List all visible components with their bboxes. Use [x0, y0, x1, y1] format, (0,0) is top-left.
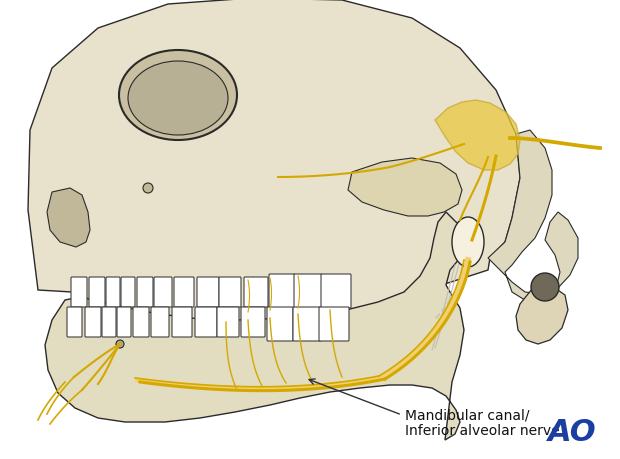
FancyBboxPatch shape — [71, 277, 87, 307]
Polygon shape — [516, 282, 568, 344]
FancyBboxPatch shape — [172, 307, 192, 337]
FancyBboxPatch shape — [133, 307, 149, 337]
FancyBboxPatch shape — [195, 307, 217, 337]
FancyBboxPatch shape — [269, 274, 295, 308]
Ellipse shape — [128, 61, 228, 135]
FancyBboxPatch shape — [219, 277, 241, 307]
FancyBboxPatch shape — [294, 274, 322, 308]
Polygon shape — [47, 188, 90, 247]
FancyBboxPatch shape — [154, 277, 172, 307]
FancyBboxPatch shape — [117, 307, 131, 337]
Ellipse shape — [452, 217, 484, 267]
Polygon shape — [488, 130, 578, 302]
FancyBboxPatch shape — [293, 307, 321, 341]
FancyBboxPatch shape — [197, 277, 219, 307]
Polygon shape — [28, 0, 520, 335]
FancyBboxPatch shape — [217, 307, 239, 337]
FancyBboxPatch shape — [102, 307, 116, 337]
Circle shape — [116, 340, 124, 348]
Text: AO: AO — [547, 418, 596, 447]
FancyBboxPatch shape — [244, 277, 268, 307]
FancyBboxPatch shape — [321, 274, 351, 308]
FancyBboxPatch shape — [267, 307, 293, 341]
FancyBboxPatch shape — [89, 277, 105, 307]
FancyBboxPatch shape — [241, 307, 265, 337]
FancyBboxPatch shape — [151, 307, 169, 337]
FancyBboxPatch shape — [121, 277, 135, 307]
Circle shape — [531, 273, 559, 301]
Ellipse shape — [119, 50, 237, 140]
FancyBboxPatch shape — [319, 307, 349, 341]
FancyBboxPatch shape — [106, 277, 120, 307]
FancyBboxPatch shape — [85, 307, 101, 337]
FancyBboxPatch shape — [67, 307, 82, 337]
Polygon shape — [45, 212, 470, 440]
Text: Mandibular canal/
Inferior alveolar nerve: Mandibular canal/ Inferior alveolar nerv… — [405, 408, 560, 438]
FancyBboxPatch shape — [137, 277, 153, 307]
FancyBboxPatch shape — [174, 277, 194, 307]
Circle shape — [143, 183, 153, 193]
Polygon shape — [348, 158, 462, 216]
Polygon shape — [435, 100, 520, 170]
